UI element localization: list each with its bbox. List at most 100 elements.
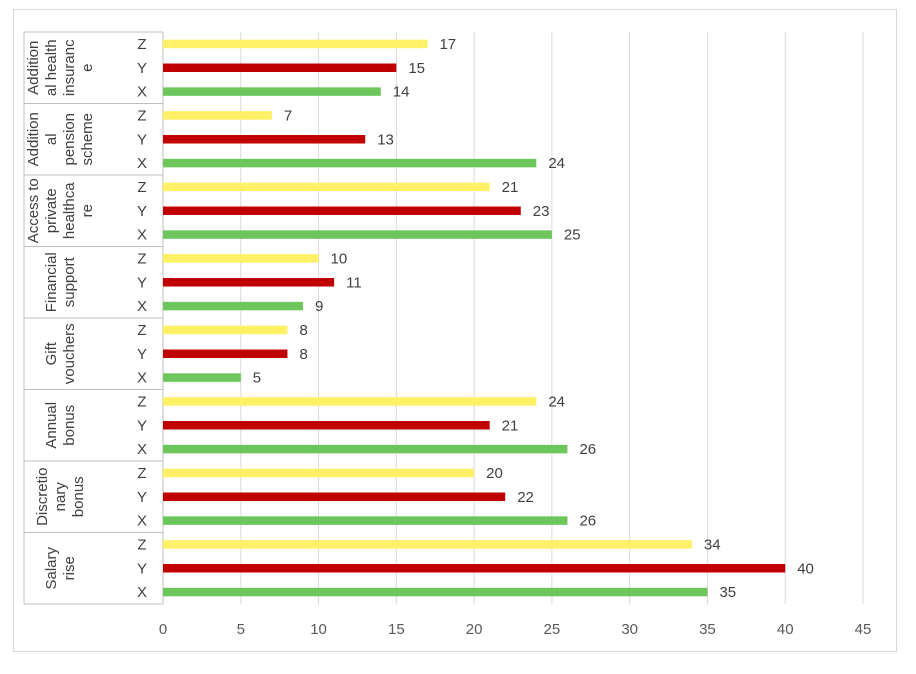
category-label: Z [137, 536, 146, 553]
group-label-line: Gift [43, 341, 60, 365]
bar [163, 325, 288, 335]
bar [163, 63, 397, 72]
group-label: Access toprivatehealthcare [25, 178, 96, 243]
category-label: Y [137, 489, 147, 506]
x-tick-label: 0 [159, 621, 167, 638]
data-label: 14 [393, 84, 410, 101]
category-label: Y [137, 346, 147, 363]
group-label-line: insuranc [61, 39, 78, 96]
data-label: 22 [517, 489, 534, 506]
data-label: 15 [408, 60, 425, 77]
bar [163, 230, 552, 239]
x-tick-label: 5 [237, 621, 245, 638]
group-label-line: re [79, 204, 96, 217]
data-label: 21 [502, 179, 519, 196]
data-label: 21 [502, 417, 519, 434]
group-label: Annualbonus [43, 402, 78, 449]
group-label-line: Annual [43, 402, 60, 449]
category-label: Z [137, 179, 146, 196]
data-label: 5 [253, 370, 261, 387]
bar [163, 492, 506, 501]
category-label: Y [137, 203, 147, 220]
group-label-line: rise [61, 556, 78, 580]
data-label: 24 [548, 393, 565, 410]
bar [163, 39, 428, 49]
data-label: 7 [284, 107, 292, 124]
group-label-line: al [43, 133, 60, 145]
bar [163, 111, 272, 120]
group-label-line: Addition [25, 112, 42, 166]
group-label-line: al health [43, 39, 60, 96]
data-label: 17 [439, 36, 456, 53]
category-label: Z [137, 36, 146, 53]
category-label: Y [137, 417, 147, 434]
data-label: 11 [346, 274, 362, 291]
group-label: Giftvouchers [43, 323, 78, 384]
data-label: 10 [331, 250, 348, 267]
group-label-line: Discretio [34, 468, 51, 526]
group-label-line: e [79, 64, 96, 72]
bar [163, 373, 241, 382]
category-label: Z [137, 465, 146, 482]
data-label: 26 [579, 513, 596, 530]
bar [163, 158, 537, 168]
bar [163, 397, 537, 406]
category-label: Z [137, 250, 146, 267]
category-label: X [137, 441, 147, 458]
group-label-line: vouchers [61, 323, 78, 384]
x-tick-label: 10 [310, 621, 327, 638]
data-label: 25 [564, 227, 581, 244]
group-label: Discretionarybonus [34, 468, 87, 526]
bar [163, 254, 319, 263]
category-label: X [137, 370, 147, 387]
data-label: 20 [486, 465, 503, 482]
group-label-line: Access to [25, 178, 42, 243]
x-tick-label: 30 [621, 621, 638, 638]
group-label-line: Addition [25, 41, 42, 95]
bar [163, 87, 381, 96]
bar [163, 540, 692, 549]
x-tick-label: 40 [777, 621, 794, 638]
group-label-line: pension [61, 113, 78, 166]
category-label: Z [137, 393, 146, 410]
group-label-line: scheme [79, 113, 96, 166]
bar [163, 278, 335, 287]
data-label: 9 [315, 298, 323, 315]
group-label: Salaryrise [43, 546, 78, 589]
category-label: Z [137, 107, 146, 124]
category-label: Y [137, 560, 147, 577]
category-label: X [137, 513, 147, 530]
data-label: 26 [579, 441, 596, 458]
data-label: 8 [299, 346, 307, 363]
bar [163, 444, 568, 454]
group-label-line: support [61, 256, 78, 307]
category-label: X [137, 298, 147, 315]
group-label-line: Salary [43, 546, 60, 589]
group-label-line: healthca [61, 182, 78, 239]
bar [163, 468, 475, 478]
group-label-line: private [43, 188, 60, 233]
category-label: Y [137, 274, 147, 291]
bar [163, 182, 490, 192]
category-label: Y [137, 131, 147, 148]
bar [163, 516, 568, 525]
data-label: 24 [548, 155, 565, 172]
category-label: X [137, 227, 147, 244]
bar [163, 564, 786, 573]
group-label-line: nary [52, 482, 69, 512]
category-label: Y [137, 60, 147, 77]
data-label: 35 [719, 584, 736, 601]
x-tick-label: 25 [544, 621, 561, 638]
data-label: 40 [797, 560, 814, 577]
x-tick-label: 15 [388, 621, 405, 638]
group-label: Additionalpensionscheme [25, 112, 96, 166]
data-label: 23 [533, 203, 550, 220]
category-label: Z [137, 322, 146, 339]
x-tick-label: 20 [466, 621, 483, 638]
category-label: X [137, 155, 147, 172]
category-label: X [137, 584, 147, 601]
x-tick-label: 35 [699, 621, 716, 638]
x-tick-label: 45 [855, 621, 872, 638]
bar [163, 587, 708, 597]
